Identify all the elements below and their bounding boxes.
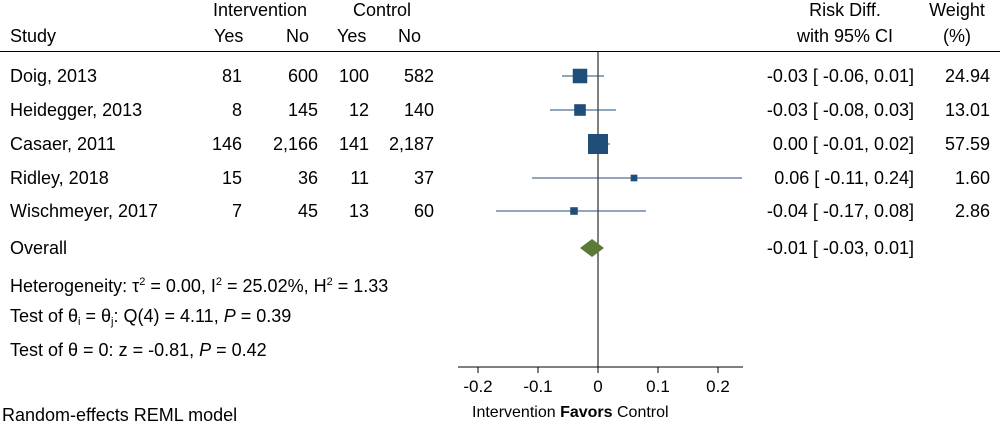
study-count: 81 <box>221 66 242 86</box>
study-count: 37 <box>413 168 434 188</box>
x-tick-label: 0.2 <box>706 377 730 396</box>
x-tick-label: 0 <box>593 377 602 396</box>
study-effect-box <box>574 104 586 116</box>
header-int-yes: Yes <box>214 26 244 46</box>
study-count: 8 <box>231 100 242 120</box>
study-count: 145 <box>287 100 318 120</box>
study-count: 582 <box>403 66 434 86</box>
header-ctl-yes: Yes <box>337 26 367 46</box>
study-count: 2,187 <box>388 134 434 154</box>
overall-ci-text: -0.01 [ -0.03, 0.01] <box>766 238 914 258</box>
study-name: Wischmeyer, 2017 <box>10 201 159 221</box>
study-count: 60 <box>413 201 434 221</box>
header-control: Control <box>353 0 412 20</box>
study-weight: 13.01 <box>944 100 990 120</box>
study-count: 140 <box>403 100 434 120</box>
header-int-no: No <box>286 26 310 46</box>
study-name: Doig, 2013 <box>10 66 98 86</box>
study-count: 141 <box>338 134 369 154</box>
header-risk-diff-ci: with 95% CI <box>796 26 894 46</box>
overall-label: Overall <box>10 238 68 258</box>
study-ci-text: 0.06 [ -0.11, 0.24] <box>774 168 914 188</box>
study-count: 45 <box>297 201 318 221</box>
header-study: Study <box>10 26 57 46</box>
heterogeneity-stat: Heterogeneity: τ2 = 0.00, I2 = 25.02%, H… <box>10 276 389 296</box>
study-weight: 57.59 <box>944 134 990 154</box>
study-effect-box <box>570 207 578 215</box>
study-weight: 24.94 <box>944 66 990 86</box>
study-count: 36 <box>297 168 318 188</box>
homogeneity-test: Test of θi = θj: Q(4) = 4.11, P = 0.39 <box>10 306 292 328</box>
study-name: Heidegger, 2013 <box>10 100 143 120</box>
study-effect-box <box>572 68 588 84</box>
header-ctl-no: No <box>398 26 422 46</box>
header-intervention: Intervention <box>213 0 308 20</box>
study-count: 13 <box>348 201 369 221</box>
x-tick-label: -0.2 <box>463 377 492 396</box>
study-weight: 2.86 <box>954 201 990 221</box>
study-name: Casaer, 2011 <box>10 134 116 154</box>
x-axis-label: Intervention Favors Control <box>472 404 669 421</box>
header-weight: Weight <box>929 0 985 20</box>
study-ci-text: -0.03 [ -0.08, 0.03] <box>766 100 914 120</box>
study-ci-text: -0.03 [ -0.06, 0.01] <box>766 66 914 86</box>
x-tick-label: -0.1 <box>523 377 552 396</box>
study-effect-box <box>630 174 638 182</box>
study-name: Ridley, 2018 <box>10 168 109 188</box>
header-divider <box>0 51 1000 52</box>
study-count: 2,166 <box>272 134 318 154</box>
study-count: 146 <box>211 134 242 154</box>
study-weight: 1.60 <box>954 168 990 188</box>
study-count: 12 <box>348 100 369 120</box>
header-risk-diff: Risk Diff. <box>809 0 881 20</box>
overall-effect-test: Test of θ = 0: z = -0.81, P = 0.42 <box>10 340 267 360</box>
overall-diamond <box>580 239 604 257</box>
study-count: 600 <box>287 66 318 86</box>
study-effect-box <box>588 134 608 154</box>
x-tick-label: 0.1 <box>646 377 670 396</box>
study-count: 100 <box>338 66 369 86</box>
study-count: 7 <box>231 201 242 221</box>
study-ci-text: 0.00 [ -0.01, 0.02] <box>772 134 914 154</box>
study-count: 11 <box>350 168 369 188</box>
study-count: 15 <box>221 168 242 188</box>
header-weight-pct: (%) <box>943 26 971 46</box>
study-ci-text: -0.04 [ -0.17, 0.08] <box>766 201 914 221</box>
model-note: Random-effects REML model <box>2 405 238 425</box>
